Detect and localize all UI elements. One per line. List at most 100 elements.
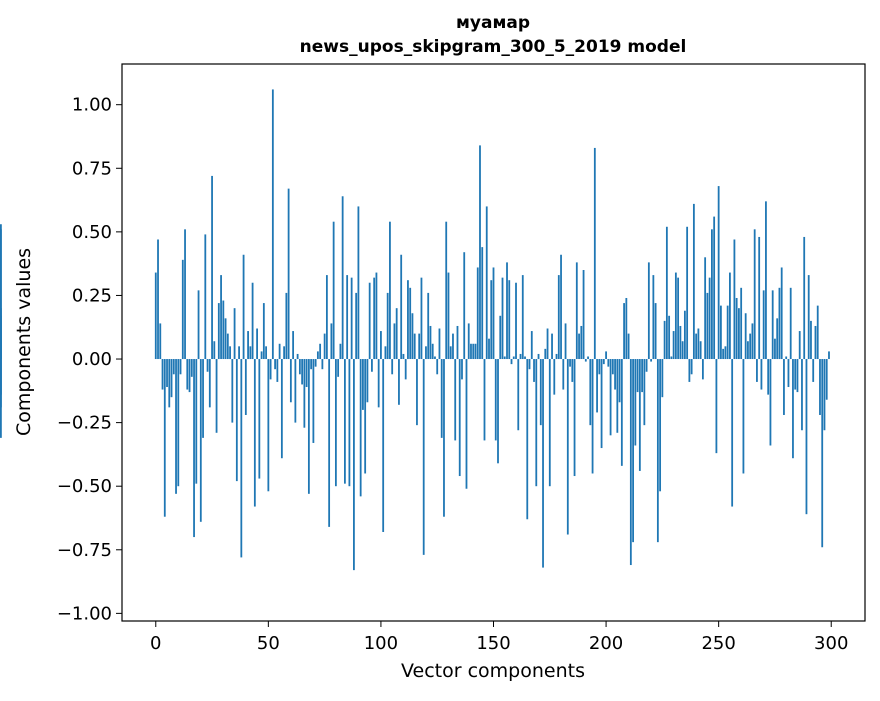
bar-260 xyxy=(740,287,743,360)
bar-25 xyxy=(211,175,213,360)
bar-27 xyxy=(215,359,218,433)
bar-169 xyxy=(535,359,538,487)
bar-257 xyxy=(733,239,736,360)
bar-51 xyxy=(269,359,272,380)
bar-215 xyxy=(638,359,641,471)
bar-102 xyxy=(384,346,387,360)
bar-123 xyxy=(431,343,434,360)
bar-76 xyxy=(325,275,328,360)
bar-53 xyxy=(274,359,276,370)
bar-176 xyxy=(551,333,553,360)
bar-182 xyxy=(564,323,567,360)
bar-135 xyxy=(458,359,461,477)
bar-7 xyxy=(170,359,173,398)
bar-40 xyxy=(244,359,247,415)
bar-121 xyxy=(427,292,430,360)
y-tick-label: −0.25 xyxy=(57,413,112,434)
bar-160 xyxy=(515,282,517,360)
bar-127 xyxy=(440,359,443,438)
bar-101 xyxy=(382,359,385,532)
bars-group xyxy=(0,89,830,571)
bar-38 xyxy=(240,359,243,558)
bar-58 xyxy=(285,292,288,360)
bar-105 xyxy=(391,359,394,375)
bar-168 xyxy=(533,359,535,382)
bar-52 xyxy=(271,89,274,360)
bar-117 xyxy=(418,333,421,360)
bar-266 xyxy=(753,229,756,360)
bar-265 xyxy=(751,323,754,360)
bar-258 xyxy=(735,297,738,360)
bar-286 xyxy=(798,331,801,360)
bar-35 xyxy=(233,308,236,360)
bar-146 xyxy=(483,359,486,441)
bar-194 xyxy=(591,359,594,474)
bar-85 xyxy=(346,275,349,360)
bar-279 xyxy=(783,359,785,415)
bar-110 xyxy=(402,353,405,360)
bar-163 xyxy=(521,275,524,360)
bar-5 xyxy=(166,359,168,388)
bar-120 xyxy=(425,346,427,360)
bar-114 xyxy=(411,313,414,360)
bar-12 xyxy=(181,259,184,360)
bar-106 xyxy=(393,323,396,360)
bar-134 xyxy=(456,325,459,360)
bar-74 xyxy=(321,359,324,370)
bar-64 xyxy=(298,359,301,375)
bar-126 xyxy=(438,328,441,360)
bar-1 xyxy=(157,239,159,360)
bar-118 xyxy=(420,277,423,360)
bar-0 xyxy=(154,272,157,360)
bar-80 xyxy=(334,359,337,487)
bar-270 xyxy=(762,290,765,360)
bar-48 xyxy=(262,303,265,360)
y-axis: −1.00 −0.75 −0.50 −0.25 0.00 0.25 0.50 0.75 1.00 xyxy=(57,95,122,624)
bar-43 xyxy=(251,282,254,360)
bar-278 xyxy=(780,267,783,360)
bar-89 xyxy=(355,292,358,360)
bar-148 xyxy=(488,338,490,360)
bar-192 xyxy=(587,356,589,360)
bar-143 xyxy=(476,267,479,360)
bar-199 xyxy=(602,359,605,365)
bar-231 xyxy=(674,272,677,360)
bar-116 xyxy=(416,359,418,426)
bar-288 xyxy=(803,236,806,360)
bar-187 xyxy=(575,262,578,360)
bar-268 xyxy=(758,236,761,360)
bar-262 xyxy=(744,313,747,360)
y-tick-label: 0.50 xyxy=(72,222,112,243)
bar-104 xyxy=(389,221,391,360)
x-tick-label: 0 xyxy=(150,633,161,654)
bar-213 xyxy=(634,359,637,446)
bar-164 xyxy=(524,356,526,360)
bar-37 xyxy=(238,346,240,360)
bar-190 xyxy=(582,270,585,360)
bar-208 xyxy=(623,303,625,360)
bar-195 xyxy=(593,147,596,360)
bar-109 xyxy=(400,254,403,360)
bar-47 xyxy=(260,351,263,360)
bar-145 xyxy=(481,247,484,360)
bar-218 xyxy=(645,359,648,372)
bar-177 xyxy=(553,359,556,395)
bar-172 xyxy=(542,359,544,568)
bar-253 xyxy=(724,346,727,360)
y-tick-label: −0.50 xyxy=(57,476,112,497)
bar-128 xyxy=(443,359,445,517)
x-tick-label: 200 xyxy=(589,633,623,654)
bar-8 xyxy=(172,359,175,375)
bar-244 xyxy=(704,257,707,360)
bar-254 xyxy=(726,305,729,360)
bar-66 xyxy=(303,359,306,428)
bar-223 xyxy=(656,359,659,543)
bar-29 xyxy=(220,275,222,360)
bar-186 xyxy=(573,359,576,477)
bar-54 xyxy=(276,359,279,382)
bar-255 xyxy=(729,272,731,360)
bar-261 xyxy=(742,359,745,474)
bar-152 xyxy=(497,359,499,464)
bar-15 xyxy=(188,359,191,393)
